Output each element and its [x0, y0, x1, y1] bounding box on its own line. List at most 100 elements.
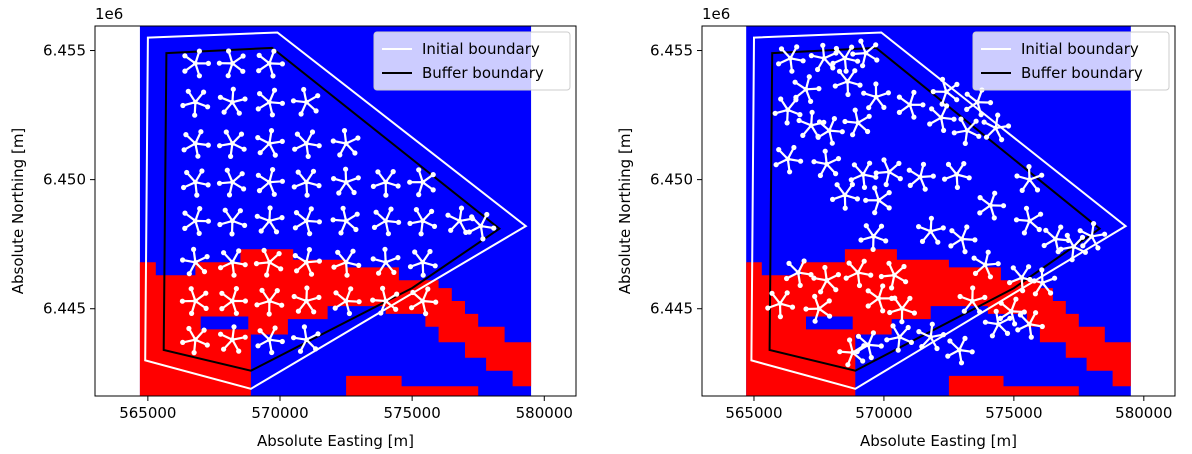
y-tick-label: 6.450	[650, 171, 693, 189]
x-axis-label: Absolute Easting [m]	[257, 432, 414, 450]
turbine-marker	[916, 215, 946, 245]
turbine-marker	[331, 166, 361, 196]
turbine-marker	[370, 246, 401, 276]
x-axis-label: Absolute Easting [m]	[860, 432, 1017, 450]
turbine-marker	[981, 112, 1012, 143]
turbine-marker	[811, 148, 842, 179]
turbine-marker	[1014, 164, 1045, 193]
turbine-marker	[942, 161, 972, 190]
turbine-marker	[182, 48, 211, 79]
right-panel: 565000 570000 575000 580000 6.445 6.450 6.455 1…	[616, 5, 1176, 450]
turbine-marker	[1027, 267, 1058, 297]
turbine-marker	[945, 335, 975, 366]
turbine-marker	[772, 96, 803, 126]
turbine-marker	[181, 168, 211, 198]
turbine-marker	[765, 290, 796, 320]
turbine-marker	[330, 205, 360, 236]
legend-entry: Buffer boundary	[1021, 64, 1143, 82]
turbine-marker	[930, 76, 960, 107]
turbine-marker	[982, 308, 1013, 339]
turbine-marker	[843, 258, 874, 289]
x-tick-label: 580000	[1115, 404, 1172, 422]
turbine-marker	[906, 161, 936, 192]
x-tick-label: 575000	[985, 404, 1042, 422]
turbine-marker	[815, 116, 845, 146]
exclusion-zone-0	[139, 249, 532, 396]
turbine-marker	[1077, 221, 1108, 251]
y-offset-label: 1e6	[702, 5, 730, 23]
turbine-marker	[256, 48, 285, 79]
turbine-marker	[218, 324, 248, 354]
x-tick-label: 575000	[384, 404, 441, 422]
turbine-marker	[291, 324, 321, 354]
turbine-marker	[370, 169, 401, 198]
turbine-marker	[1013, 205, 1044, 236]
turbine-marker	[290, 86, 321, 117]
turbine-marker	[466, 211, 497, 242]
y-tick-label: 6.455	[43, 42, 86, 60]
left-panel: 565000 570000 575000 580000 6.445 6.450 6.455 1…	[9, 5, 577, 450]
legend-entry: Buffer boundary	[422, 64, 544, 82]
turbine-marker	[850, 38, 880, 69]
turbine-marker	[181, 129, 211, 159]
turbine-marker	[255, 167, 285, 197]
x-tick-label: 570000	[855, 404, 912, 422]
turbine-marker	[407, 207, 438, 237]
turbine-marker	[916, 321, 947, 352]
turbine-marker	[1058, 232, 1088, 263]
y-tick-label: 6.445	[43, 300, 86, 318]
turbine-marker	[292, 129, 322, 159]
turbine-marker	[792, 74, 822, 104]
turbine-marker	[977, 190, 1007, 221]
buffer-boundary	[768, 46, 1102, 372]
turbine-marker	[1015, 310, 1045, 340]
turbine-marker	[407, 248, 438, 278]
turbine-marker	[1041, 224, 1071, 255]
turbine-marker	[948, 224, 978, 255]
turbine-marker	[255, 325, 285, 356]
turbine-marker	[848, 160, 879, 190]
axes-frame	[701, 25, 1176, 397]
turbine-marker	[832, 68, 863, 98]
turbine-marker	[409, 286, 439, 317]
turbine-marker	[964, 87, 994, 118]
turbine-marker	[784, 258, 814, 288]
turbine-marker	[331, 248, 362, 278]
turbine-marker	[887, 295, 918, 325]
legend-entry: Initial boundary	[422, 40, 540, 58]
turbine-marker	[253, 247, 284, 278]
turbine-marker	[842, 107, 872, 138]
initial-boundary	[750, 31, 1128, 390]
y-axis-label: Absolute Northing [m]	[616, 128, 634, 295]
turbine-marker	[370, 285, 400, 316]
x-tick-label: 580000	[516, 404, 573, 422]
turbine-marker	[951, 116, 982, 146]
turbine-marker	[873, 157, 903, 188]
turbine-marker	[218, 248, 248, 278]
turbine-marker	[180, 325, 210, 356]
turbine-marker	[371, 206, 402, 237]
x-tick-label: 565000	[725, 404, 782, 422]
y-tick-label: 6.450	[43, 171, 86, 189]
exclusion-zone-1	[346, 375, 479, 396]
turbine-marker	[808, 42, 839, 73]
turbine-marker	[330, 128, 361, 158]
turbine-marker	[217, 86, 248, 116]
turbine-marker	[217, 207, 248, 237]
turbine-marker	[180, 88, 211, 118]
legend-entry: Initial boundary	[1021, 40, 1139, 58]
turbine-marker	[830, 181, 861, 211]
turbine-marker	[865, 283, 895, 314]
turbine-marker	[292, 247, 322, 277]
legend-box	[373, 31, 571, 91]
y-offset-label: 1e6	[95, 5, 123, 23]
initial-boundary	[144, 31, 528, 390]
axes-frame	[94, 25, 577, 397]
turbine-marker	[863, 185, 892, 216]
turbine-marker	[971, 249, 1001, 280]
legend: Initial boundary Buffer boundary	[972, 31, 1170, 91]
legend: Initial boundary Buffer boundary	[373, 31, 571, 91]
turbine-marker	[255, 87, 285, 118]
y-tick-label: 6.455	[650, 42, 693, 60]
